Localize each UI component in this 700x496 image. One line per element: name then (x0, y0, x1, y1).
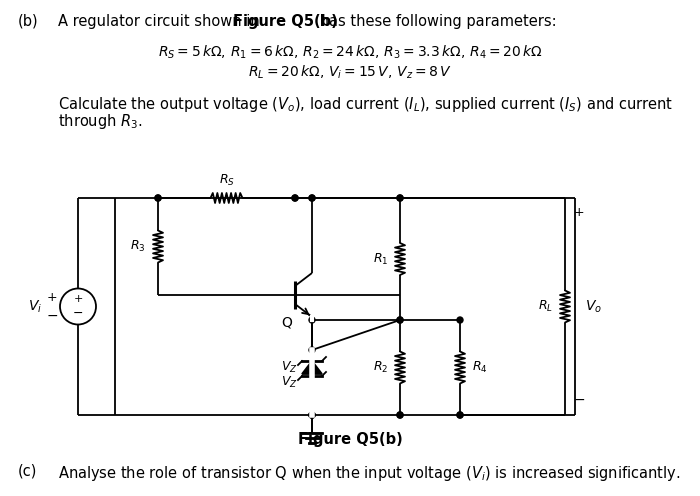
Text: −: − (46, 309, 58, 322)
Circle shape (397, 317, 403, 323)
Text: +: + (574, 206, 584, 220)
Text: −: − (573, 393, 584, 407)
Text: (b): (b) (18, 14, 38, 29)
Text: (c): (c) (18, 464, 37, 479)
Circle shape (397, 317, 403, 323)
Text: $R_3$: $R_3$ (130, 239, 146, 254)
Circle shape (457, 412, 463, 418)
Text: −: − (73, 307, 83, 320)
Circle shape (309, 317, 315, 323)
Text: $V_i$: $V_i$ (28, 298, 42, 314)
Circle shape (309, 195, 315, 201)
Text: Calculate the output voltage ($V_o$), load current ($I_L$), supplied current ($I: Calculate the output voltage ($V_o$), lo… (58, 95, 673, 114)
Text: Q: Q (281, 315, 292, 329)
Text: $R_S = 5\,k\Omega,\, R_1 = 6\,k\Omega,\, R_2 = 24\,k\Omega,\, R_3 = 3.3\,k\Omega: $R_S = 5\,k\Omega,\, R_1 = 6\,k\Omega,\,… (158, 44, 542, 62)
Circle shape (309, 195, 315, 201)
Text: through $R_3$.: through $R_3$. (58, 112, 143, 131)
Circle shape (309, 412, 315, 418)
Circle shape (397, 412, 403, 418)
Text: $V_Z$: $V_Z$ (281, 360, 298, 375)
Text: +: + (74, 295, 83, 305)
Text: $V_o$: $V_o$ (585, 298, 602, 314)
Text: Analyse the role of transistor Q when the input voltage ($V_i$) is increased sig: Analyse the role of transistor Q when th… (58, 464, 680, 483)
Circle shape (457, 412, 463, 418)
Text: has these following parameters:: has these following parameters: (315, 14, 556, 29)
Text: $R_L$: $R_L$ (538, 299, 553, 314)
Circle shape (309, 347, 315, 353)
Circle shape (155, 195, 161, 201)
Text: Figure Q5(b): Figure Q5(b) (298, 432, 402, 447)
Circle shape (292, 195, 298, 201)
Polygon shape (302, 361, 322, 374)
Circle shape (397, 195, 403, 201)
Circle shape (155, 195, 161, 201)
Text: $V_Z$: $V_Z$ (281, 375, 298, 390)
Text: Figure Q5(b): Figure Q5(b) (233, 14, 337, 29)
Circle shape (309, 412, 315, 418)
Text: $R_4$: $R_4$ (472, 360, 488, 375)
Text: $R_L = 20\,k\Omega,\, V_i = 15\,V,\, V_z = 8\,V$: $R_L = 20\,k\Omega,\, V_i = 15\,V,\, V_z… (248, 64, 452, 81)
Circle shape (397, 195, 403, 201)
Text: $R_S$: $R_S$ (218, 173, 235, 188)
Circle shape (457, 317, 463, 323)
Circle shape (309, 412, 315, 418)
Text: A regulator circuit shown in: A regulator circuit shown in (58, 14, 265, 29)
Circle shape (292, 195, 298, 201)
Circle shape (397, 412, 403, 418)
Text: $R_1$: $R_1$ (372, 251, 388, 266)
Text: +: + (47, 291, 57, 304)
Text: $R_2$: $R_2$ (372, 360, 388, 375)
